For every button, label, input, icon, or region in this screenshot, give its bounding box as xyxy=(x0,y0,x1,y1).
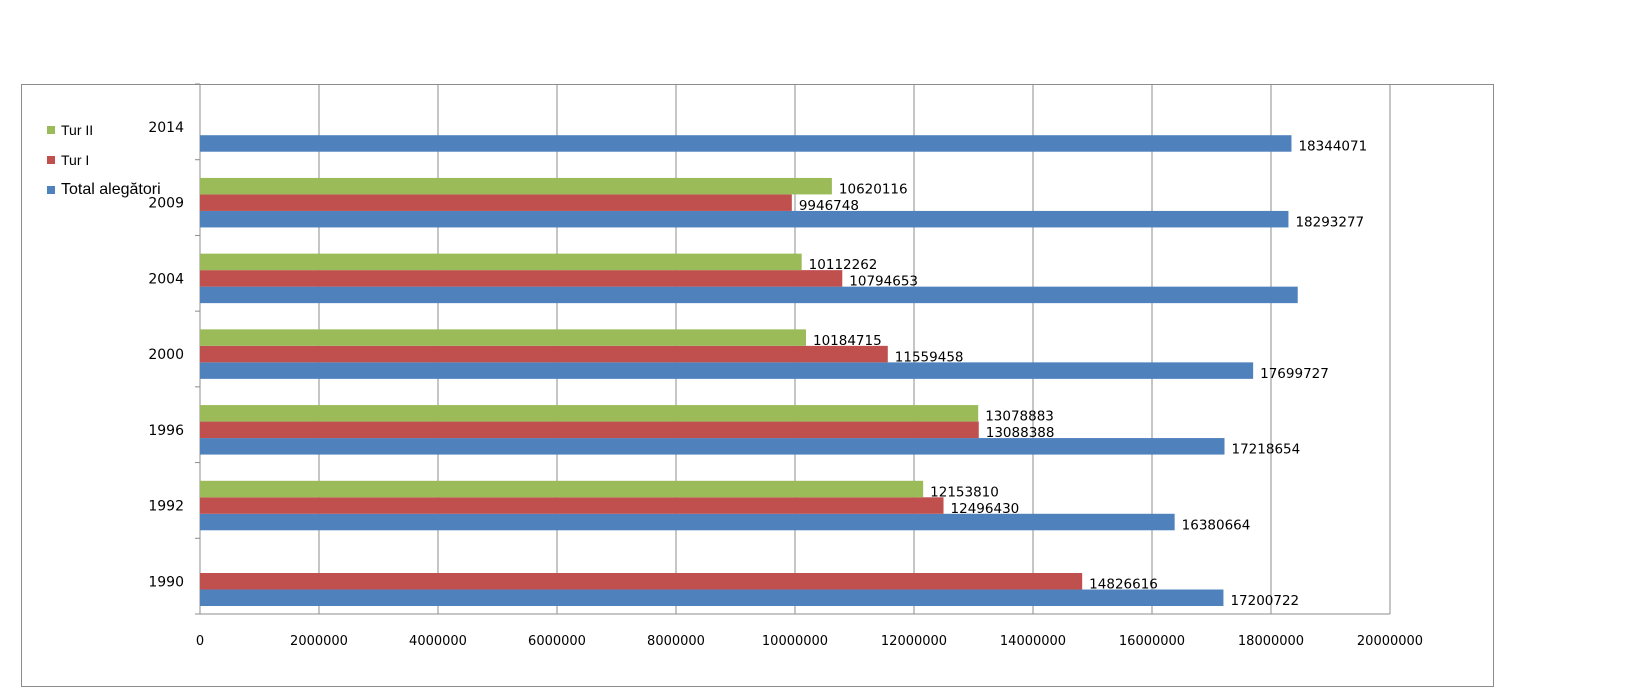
bar-2004-series-2 xyxy=(200,253,802,271)
chart-frame xyxy=(21,84,1494,687)
legend-label-tur-i: Tur I xyxy=(61,152,90,168)
data-label-2004-series-2: 10112262 xyxy=(809,257,878,273)
data-label-2009-series-1: 9946748 xyxy=(799,198,859,214)
category-label-1992: 1992 xyxy=(148,499,184,515)
data-label-1996-series-0: 17218654 xyxy=(1232,442,1301,458)
category-label-2014: 2014 xyxy=(148,120,184,136)
legend-swatch-total-alegatori xyxy=(47,186,55,194)
data-label-2000-series-2: 10184715 xyxy=(813,333,882,349)
data-label-1992-series-2: 12153810 xyxy=(930,484,999,500)
x-tick-label-18000000: 18000000 xyxy=(1238,634,1304,649)
data-label-1992-series-0: 16380664 xyxy=(1182,517,1251,533)
category-label-2000: 2000 xyxy=(148,347,184,363)
category-label-2004: 2004 xyxy=(148,271,184,287)
x-tick-label-16000000: 16000000 xyxy=(1119,634,1185,649)
bar-2000-series-0 xyxy=(200,362,1254,379)
legend-item-total-alegatori: Total alegători xyxy=(47,175,161,205)
data-label-1992-series-1: 12496430 xyxy=(951,501,1020,517)
x-tick-label-14000000: 14000000 xyxy=(1000,634,1066,649)
bar-2004-series-0 xyxy=(200,286,1298,304)
x-tick-label-0: 0 xyxy=(196,634,204,649)
category-label-1996: 1996 xyxy=(148,423,184,439)
category-label-2009: 2009 xyxy=(148,196,184,212)
bar-2000-series-1 xyxy=(200,345,888,363)
data-label-2014-series-0: 18344071 xyxy=(1298,139,1367,155)
bar-2009-series-2 xyxy=(200,177,832,195)
data-label-1990-series-0: 17200722 xyxy=(1230,593,1299,609)
bar-1992-series-1 xyxy=(200,497,944,514)
x-tick-label-4000000: 4000000 xyxy=(409,634,467,649)
x-tick-label-20000000: 20000000 xyxy=(1357,634,1423,649)
bar-1990-series-0 xyxy=(200,589,1224,606)
data-label-1990-series-1: 14826616 xyxy=(1089,577,1158,593)
data-label-1996-series-1: 13088388 xyxy=(986,425,1055,441)
bar-1990-series-1 xyxy=(200,573,1083,590)
category-label-1990: 1990 xyxy=(148,574,184,590)
bar-2014-series-0 xyxy=(200,135,1292,152)
bar-1996-series-0 xyxy=(200,438,1225,455)
legend: Tur II Tur I Total alegători xyxy=(47,115,161,205)
data-label-2000-series-0: 17699727 xyxy=(1260,366,1329,382)
bar-2004-series-1 xyxy=(200,270,843,287)
bar-2009-series-0 xyxy=(200,210,1289,228)
x-tick-label-12000000: 12000000 xyxy=(881,634,947,649)
bar-1992-series-2 xyxy=(200,480,924,498)
legend-swatch-tur-ii xyxy=(47,126,55,134)
x-tick-label-10000000: 10000000 xyxy=(762,634,828,649)
legend-item-tur-ii: Tur II xyxy=(47,115,161,145)
data-label-2004-series-1: 10794653 xyxy=(849,274,918,290)
x-tick-label-6000000: 6000000 xyxy=(528,634,586,649)
data-label-2009-series-0: 18293277 xyxy=(1295,214,1364,230)
data-label-2009-series-2: 10620116 xyxy=(839,181,908,197)
data-label-2000-series-1: 11559458 xyxy=(895,349,964,365)
legend-swatch-tur-i xyxy=(47,156,55,164)
data-label-1996-series-2: 13078883 xyxy=(985,409,1054,425)
legend-item-tur-i: Tur I xyxy=(47,145,161,175)
bar-2000-series-2 xyxy=(200,329,806,346)
legend-label-total-alegatori: Total alegători xyxy=(61,181,161,198)
bar-1992-series-0 xyxy=(200,513,1175,531)
bar-1996-series-2 xyxy=(200,405,979,422)
x-tick-label-2000000: 2000000 xyxy=(290,634,348,649)
bar-1996-series-1 xyxy=(200,421,979,439)
legend-label-tur-ii: Tur II xyxy=(61,122,94,138)
x-tick-label-8000000: 8000000 xyxy=(647,634,705,649)
bar-2009-series-1 xyxy=(200,194,792,211)
